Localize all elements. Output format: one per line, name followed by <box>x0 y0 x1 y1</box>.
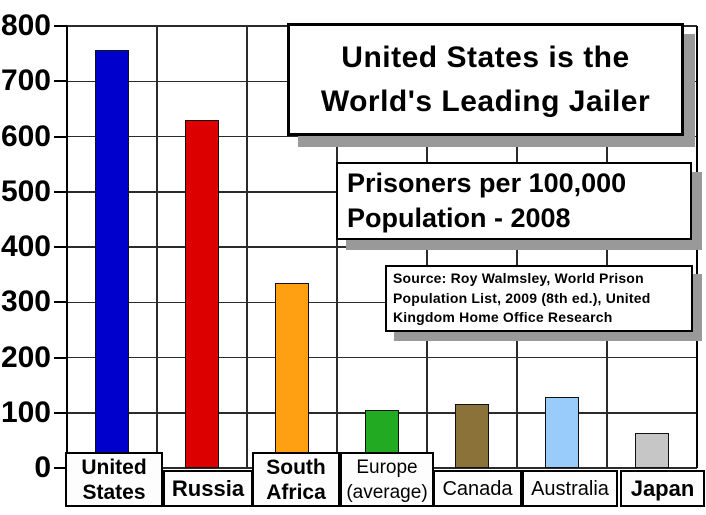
gridline-horizontal <box>67 301 697 303</box>
chart-title-line-2: World's Leading Jailer <box>320 84 651 118</box>
y-axis-label: 200 <box>0 340 51 374</box>
y-axis-label: 800 <box>0 9 51 42</box>
gridline-vertical <box>426 26 428 468</box>
x-label-south-africa: South Africa <box>252 452 340 507</box>
y-axis-tick <box>54 190 67 193</box>
chart-source-line-2: Population List, 2009 (8th ed.), United <box>393 289 651 306</box>
y-axis-label: 400 <box>0 230 51 263</box>
bar-south-africa <box>275 282 309 468</box>
x-label-line: Australia <box>531 477 609 500</box>
x-label-australia: Australia <box>522 470 618 507</box>
gridline-vertical <box>516 26 518 468</box>
bar-japan <box>635 433 669 468</box>
bar-united-states <box>95 50 129 468</box>
chart-title-box: United States is the World's Leading Jai… <box>287 23 684 136</box>
x-label-line: Europe <box>356 456 418 478</box>
y-axis-tick <box>54 301 67 304</box>
x-label-line: United <box>81 455 147 479</box>
chart-source-line-1: Source: Roy Walmsley, World Prison <box>393 270 644 287</box>
y-axis-tick <box>54 135 67 138</box>
x-label-line: Russia <box>171 475 245 501</box>
y-axis-label: 500 <box>0 174 51 208</box>
y-axis-label: 0 <box>34 451 51 484</box>
x-label-japan: Japan <box>620 470 705 507</box>
y-axis-tick <box>54 467 67 469</box>
y-axis-label: 100 <box>0 395 51 429</box>
gridline-vertical <box>156 26 158 468</box>
x-label-line: South <box>266 455 326 479</box>
gridline-vertical <box>606 26 608 468</box>
gridline-horizontal <box>67 246 697 248</box>
y-axis-tick <box>54 80 67 83</box>
x-label-europe-average: Europe (average) <box>340 452 434 507</box>
y-axis-label: 300 <box>0 285 51 319</box>
gridline-vertical <box>336 26 338 468</box>
x-label-line: Japan <box>630 475 695 501</box>
y-axis-tick <box>54 356 67 359</box>
y-axis-tick <box>54 25 67 27</box>
y-axis-line <box>66 26 68 468</box>
x-label-line: States <box>82 480 146 504</box>
chart-subtitle-line-2: Population - 2008 <box>347 203 571 233</box>
bar-russia <box>185 120 219 468</box>
bar-canada <box>455 403 489 468</box>
chart-subtitle-line-1: Prisoners per 100,000 <box>347 168 627 198</box>
y-axis-tick <box>54 246 67 248</box>
x-label-russia: Russia <box>163 470 253 507</box>
gridline-vertical <box>246 26 248 468</box>
y-axis-label: 600 <box>0 119 51 153</box>
chart-source-line-3: Kingdom Home Office Research <box>393 309 613 326</box>
gridline-horizontal <box>67 356 697 359</box>
x-label-line: Canada <box>442 477 513 500</box>
chart-title-line-1: United States is the <box>341 40 630 74</box>
chart-source-box: Source: Roy Walmsley, World Prison Popul… <box>385 265 693 332</box>
bar-australia <box>545 396 579 468</box>
chart-subtitle-box: Prisoners per 100,000 Population - 2008 <box>336 162 692 240</box>
x-label-canada: Canada <box>433 470 522 507</box>
x-label-line: Africa <box>266 480 326 504</box>
gridline-horizontal <box>67 135 697 138</box>
x-label-line: (average) <box>346 481 428 503</box>
x-label-united-states: United States <box>65 452 163 507</box>
y-axis-label: 700 <box>0 64 51 98</box>
plot-right-border <box>696 26 698 468</box>
y-axis-tick <box>54 411 67 414</box>
